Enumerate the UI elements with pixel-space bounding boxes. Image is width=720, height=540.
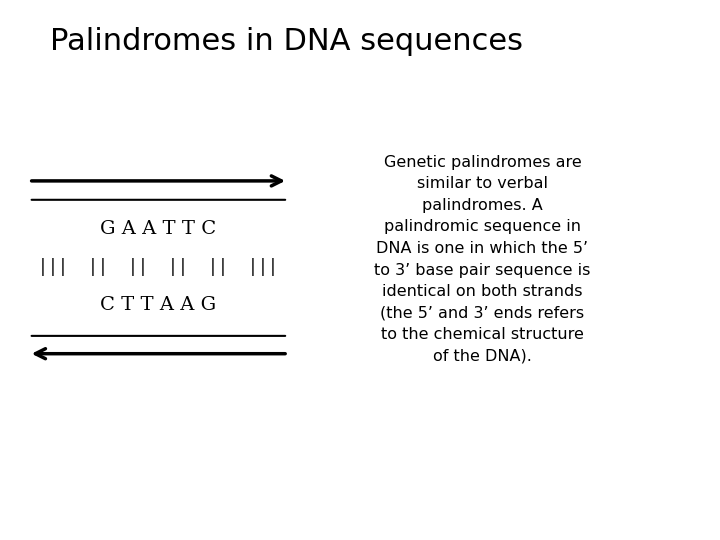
Text: Genetic palindromes are
similar to verbal
palindromes. A
palindromic sequence in: Genetic palindromes are similar to verba…: [374, 154, 590, 364]
Text: |||  ||  ||  ||  ||  |||: ||| || || || || |||: [38, 258, 279, 276]
Text: C T T A A G: C T T A A G: [100, 296, 217, 314]
Text: Palindromes in DNA sequences: Palindromes in DNA sequences: [50, 27, 523, 56]
Text: G A A T T C: G A A T T C: [100, 220, 217, 239]
